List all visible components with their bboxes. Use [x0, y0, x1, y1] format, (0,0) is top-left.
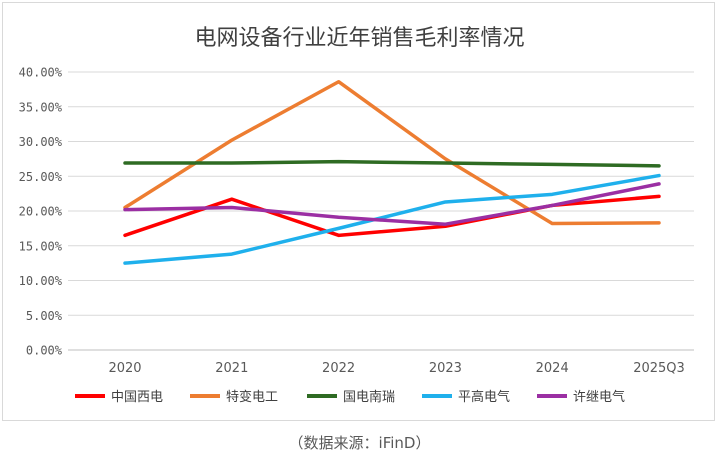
y-tick-label: 20.00%	[19, 205, 63, 219]
legend-label: 许继电气	[573, 389, 625, 405]
y-tick-label: 5.00%	[26, 309, 63, 323]
y-axis-tick-labels: 0.00% 5.00% 10.00% 15.00% 20.00% 25.00% 30.00%…	[19, 66, 63, 358]
series-line	[123, 173, 661, 265]
chart-title: 电网设备行业近年销售毛利率情况	[194, 26, 525, 51]
y-tick-label: 40.00%	[19, 66, 63, 80]
x-tick-label: 2022	[322, 361, 355, 376]
series-line	[123, 194, 661, 238]
series-line	[123, 159, 661, 168]
y-tick-label: 10.00%	[19, 274, 63, 288]
x-tick-label: 2023	[429, 361, 462, 376]
series-line	[123, 79, 661, 226]
legend-label: 中国西电	[111, 390, 163, 405]
y-tick-label: 15.00%	[19, 239, 63, 253]
legend-label: 特变电工	[226, 389, 278, 405]
x-tick-label: 2021	[215, 361, 248, 376]
y-tick-label: 35.00%	[19, 100, 63, 114]
line-chart: 0.00% 5.00% 10.00% 15.00% 20.00% 25.00% 30.00%…	[19, 66, 694, 405]
x-tick-label: 2024	[536, 361, 569, 376]
series-line	[123, 182, 661, 226]
x-axis-tick-labels: 2020 2021 2022 2023 2024 2025Q3	[108, 361, 684, 376]
x-tick-label: 2020	[108, 361, 141, 376]
y-tick-label: 25.00%	[19, 170, 63, 184]
x-tick-label: 2025Q3	[633, 361, 685, 376]
y-tick-label: 30.00%	[19, 135, 63, 149]
source-note: （数据来源：iFinD）	[288, 434, 431, 452]
legend: 中国西电 特变电工 国电南瑞 平高电气 许继电气	[75, 389, 625, 405]
legend-label: 国电南瑞	[343, 389, 395, 405]
y-tick-label: 0.00%	[26, 344, 63, 358]
series-lines	[123, 79, 661, 265]
legend-label: 平高电气	[458, 389, 510, 405]
